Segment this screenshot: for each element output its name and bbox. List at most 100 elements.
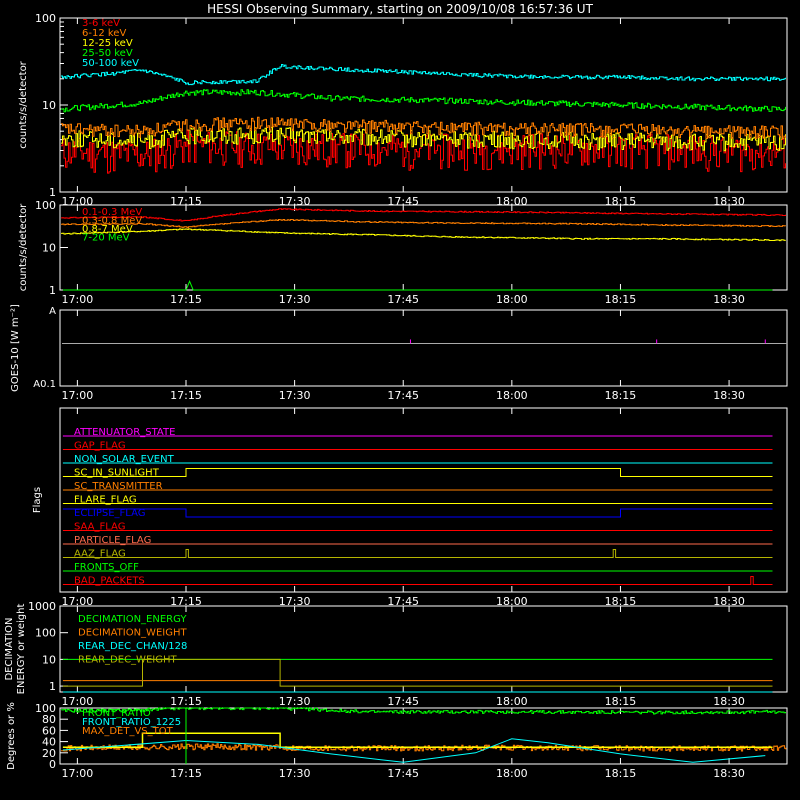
series-line [61, 707, 786, 715]
y-tick-label: 100 [35, 627, 56, 640]
time-tick-label: 17:15 [170, 595, 202, 608]
panel-4-frame [59, 407, 788, 593]
legend-entry: 0.8-7 MeV [82, 224, 133, 235]
y-tick-label: 40 [42, 736, 56, 749]
legend-entry: 0.3-0.8 MeV [82, 216, 142, 227]
legend-entry: REAR_DEC_WEIGHT [78, 655, 177, 666]
series-line [61, 126, 786, 152]
flag-label: PARTICLE_FLAG [74, 535, 151, 546]
time-tick-label: 17:00 [62, 293, 94, 306]
y-tick-label: 100 [35, 702, 56, 715]
plot-title: HESSI Observing Summary, starting on 200… [207, 2, 593, 16]
time-tick-label: 18:00 [496, 695, 528, 708]
panel-3-frame [59, 309, 788, 387]
time-tick-label: 17:00 [62, 695, 94, 708]
y-axis-label: DECIMATION [4, 617, 15, 680]
time-tick-label: 17:30 [279, 595, 311, 608]
time-tick-label: 17:30 [279, 695, 311, 708]
legend-entry: FRONT_RATIO_1225 [82, 717, 181, 728]
time-tick-label: 17:15 [170, 695, 202, 708]
panel-6-frame [59, 707, 788, 765]
time-tick-label: 17:30 [279, 767, 311, 780]
flag-label: ECLIPSE_FLAG [74, 508, 145, 519]
time-tick-label: 18:15 [605, 293, 637, 306]
legend-entry: 0.1-0.3 MeV [82, 207, 142, 218]
series-line [61, 116, 786, 140]
flag-line [62, 468, 773, 477]
series-line [61, 228, 786, 242]
y-tick-label: 100 [35, 12, 56, 25]
y-axis-label: ENERGY or weight [16, 604, 27, 695]
flag-label: GAP_FLAG [74, 441, 126, 452]
legend-entry: REAR_DEC_CHAN/128 [78, 641, 187, 652]
time-tick-label: 17:45 [387, 389, 419, 402]
time-tick-label: 17:15 [170, 767, 202, 780]
y-tick-label: 10 [42, 99, 56, 112]
flag-label: FLARE_FLAG [74, 495, 137, 506]
series-line [61, 64, 786, 86]
y-axis-label: Degrees or % [6, 702, 17, 770]
flag-label: SC_TRANSMITTER [74, 481, 163, 492]
y-tick-label: 100 [35, 199, 56, 212]
panel-1-frame [59, 17, 788, 193]
y-tick-label: 1000 [28, 600, 56, 613]
time-tick-label: 17:30 [279, 293, 311, 306]
legend-entry: DECIMATION_ENERGY [78, 614, 187, 625]
series-line [62, 658, 773, 687]
time-tick-label: 18:30 [713, 293, 745, 306]
flag-line [62, 549, 773, 558]
y-tick-label: A0.1 [33, 379, 56, 390]
y-tick-label: 10 [42, 242, 56, 255]
flag-label: AAZ_FLAG [74, 549, 126, 560]
time-tick-label: 18:30 [713, 695, 745, 708]
legend-entry: 6-12 keV [82, 28, 126, 39]
time-tick-label: 18:30 [713, 767, 745, 780]
panel-2-frame [59, 204, 788, 291]
series-line [62, 738, 766, 763]
flag-label: ATTENUATOR_STATE [74, 427, 175, 438]
flag-line [62, 508, 773, 518]
time-tick-label: 17:45 [387, 293, 419, 306]
time-tick-label: 17:45 [387, 695, 419, 708]
legend-entry: 7-20 MeV [82, 233, 130, 244]
time-tick-label: 17:00 [62, 389, 94, 402]
time-tick-label: 18:15 [605, 595, 637, 608]
y-axis-label: counts/s/detector [18, 203, 29, 291]
time-tick-label: 17:00 [62, 595, 94, 608]
series-line [62, 279, 773, 291]
time-tick-label: 17:30 [279, 389, 311, 402]
y-tick-label: 10 [42, 653, 56, 666]
y-tick-label: 80 [42, 713, 56, 726]
time-tick-label: 18:15 [605, 695, 637, 708]
y-tick-label: 1 [49, 680, 56, 693]
series-line [61, 208, 786, 222]
time-tick-label: 17:15 [170, 389, 202, 402]
y-tick-label: 1 [49, 186, 56, 199]
y-tick-label: 20 [42, 747, 56, 760]
y-axis-label: counts/s/detector [18, 60, 29, 148]
series-line [62, 732, 773, 748]
time-tick-label: 17:45 [387, 595, 419, 608]
time-tick-label: 18:00 [496, 293, 528, 306]
flag-label: BAD_PACKETS [74, 576, 145, 587]
time-tick-label: 17:15 [170, 293, 202, 306]
time-tick-label: 18:30 [713, 595, 745, 608]
flag-label: SC_IN_SUNLIGHT [74, 468, 160, 479]
time-tick-label: 18:15 [605, 767, 637, 780]
legend-entry: 25-50 keV [82, 48, 133, 59]
y-axis-label: Flags [32, 487, 43, 513]
y-tick-label: 0 [49, 758, 56, 771]
legend-entry: 50-100 keV [82, 58, 139, 69]
legend-entry: 3-6 keV [82, 18, 120, 29]
series-line [61, 130, 786, 174]
time-tick-label: 18:00 [496, 389, 528, 402]
legend-entry: MAX_DET_VS_TOT [82, 726, 174, 737]
legend-entry: 12-25 keV [82, 38, 133, 49]
flag-label: NON_SOLAR_EVENT [74, 454, 175, 465]
flag-label: SAA_FLAG [74, 522, 125, 533]
flag-line [62, 576, 773, 585]
series-line [61, 219, 786, 229]
legend-entry: DECIMATION_WEIGHT [78, 628, 187, 639]
